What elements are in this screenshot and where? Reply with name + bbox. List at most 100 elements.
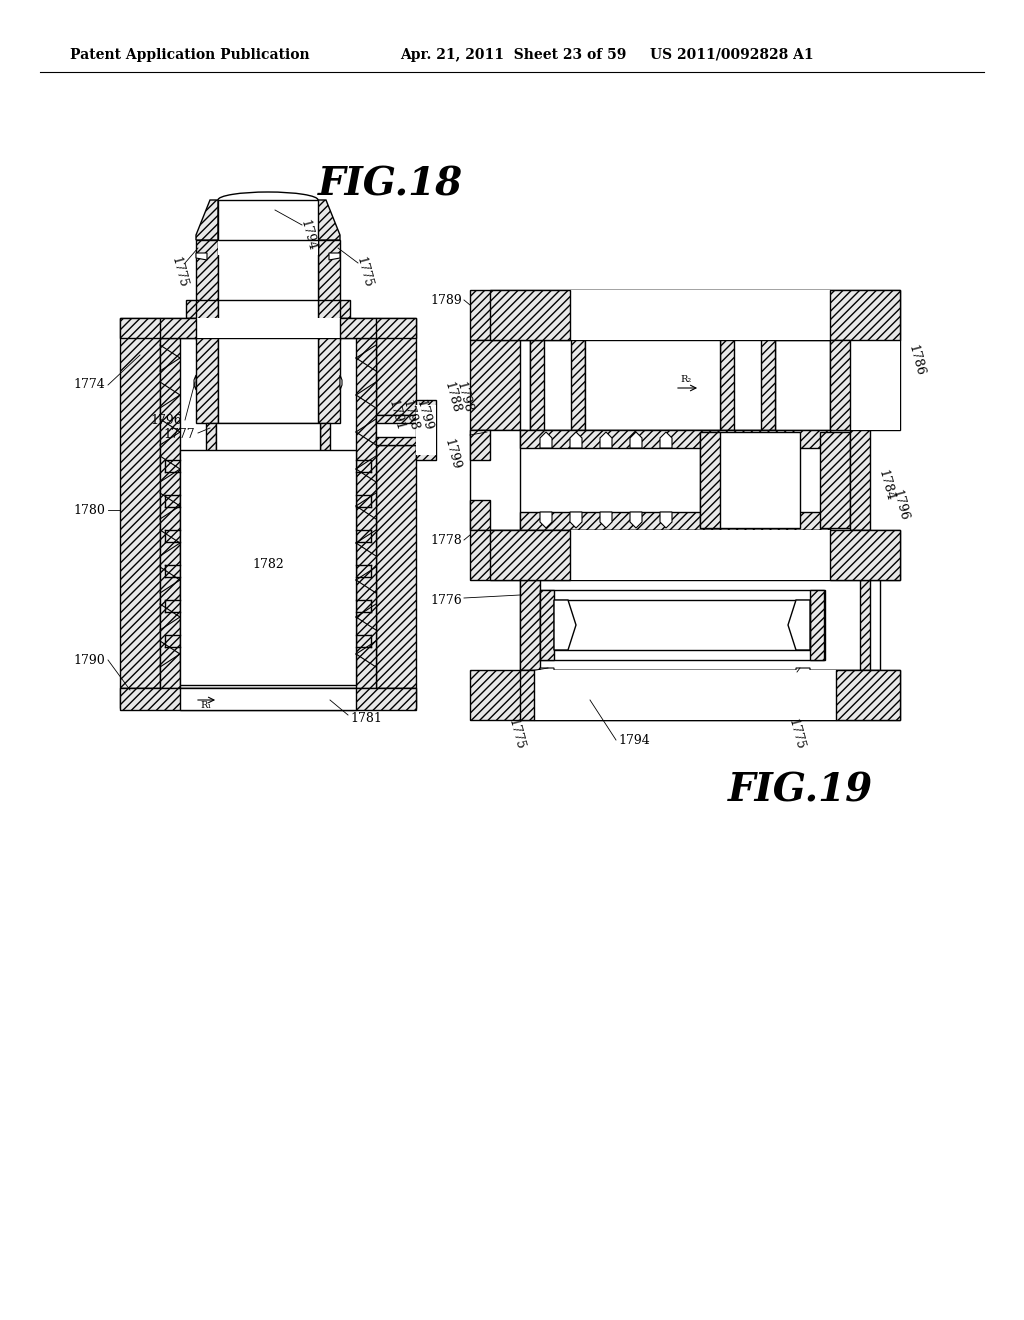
Text: 1774: 1774	[74, 379, 105, 392]
Text: FIG.19: FIG.19	[727, 771, 872, 809]
Polygon shape	[540, 668, 554, 680]
Bar	[338, 300, 350, 318]
Bar	[540, 590, 825, 660]
Bar	[318, 338, 340, 422]
Bar	[850, 430, 870, 531]
Bar	[490, 290, 570, 341]
Bar	[470, 500, 490, 531]
Text: 1775: 1775	[169, 255, 189, 289]
Bar	[570, 290, 830, 341]
Bar	[470, 430, 490, 459]
Text: 1782: 1782	[252, 558, 284, 572]
Bar	[810, 590, 824, 660]
Bar	[470, 671, 900, 719]
Bar	[830, 531, 900, 579]
Bar	[180, 450, 356, 685]
Text: 1777: 1777	[164, 429, 195, 441]
Bar	[720, 341, 775, 430]
Bar	[860, 579, 870, 671]
Text: 1784: 1784	[876, 469, 897, 503]
Text: 1775: 1775	[785, 718, 806, 751]
Text: 1798: 1798	[454, 380, 474, 414]
Bar	[520, 579, 540, 671]
Polygon shape	[660, 432, 672, 447]
Bar	[570, 531, 830, 579]
Text: 1781: 1781	[350, 711, 382, 725]
Polygon shape	[554, 601, 575, 649]
Bar	[520, 430, 830, 531]
Polygon shape	[796, 668, 810, 680]
Text: 1789: 1789	[430, 293, 462, 306]
Polygon shape	[196, 253, 207, 260]
Polygon shape	[660, 512, 672, 528]
Bar	[376, 414, 431, 445]
Bar	[180, 688, 356, 710]
Bar	[700, 432, 720, 528]
Bar	[318, 300, 340, 341]
Polygon shape	[600, 432, 612, 447]
Bar	[470, 341, 520, 430]
Polygon shape	[570, 432, 582, 447]
Bar	[490, 531, 880, 579]
Bar	[196, 338, 218, 422]
Polygon shape	[630, 512, 642, 528]
Text: R₁: R₁	[201, 701, 212, 710]
Text: R₂: R₂	[680, 375, 691, 384]
Polygon shape	[540, 512, 552, 528]
Bar	[416, 405, 436, 455]
Polygon shape	[194, 375, 196, 389]
Bar	[186, 300, 198, 318]
Text: Patent Application Publication: Patent Application Publication	[70, 48, 309, 62]
Text: 1794: 1794	[618, 734, 650, 747]
Polygon shape	[318, 201, 340, 240]
Bar	[830, 341, 900, 430]
Text: 1776: 1776	[430, 594, 462, 606]
Bar	[554, 601, 810, 649]
Bar	[520, 671, 534, 719]
Text: 1775: 1775	[353, 255, 375, 289]
Text: 1775: 1775	[506, 718, 526, 751]
Polygon shape	[196, 201, 218, 240]
Bar	[120, 688, 416, 710]
Bar	[830, 341, 900, 430]
Bar	[571, 341, 585, 430]
Bar	[206, 422, 216, 668]
Bar	[585, 341, 720, 430]
Bar	[490, 290, 885, 341]
Bar	[196, 240, 218, 335]
Text: 1796: 1796	[890, 488, 910, 523]
Bar	[534, 671, 836, 719]
Bar	[820, 432, 850, 528]
Bar	[830, 290, 900, 341]
Polygon shape	[788, 601, 810, 649]
Bar	[218, 240, 318, 335]
Bar	[520, 430, 830, 447]
Text: 1799: 1799	[441, 438, 462, 471]
Text: 1799: 1799	[414, 399, 434, 432]
Polygon shape	[600, 512, 612, 528]
Polygon shape	[570, 512, 582, 528]
Bar	[830, 341, 850, 430]
Polygon shape	[630, 432, 642, 447]
Polygon shape	[340, 375, 342, 389]
Bar	[216, 422, 319, 668]
Bar	[416, 414, 436, 445]
Bar	[340, 318, 376, 338]
Polygon shape	[540, 432, 552, 447]
Bar	[720, 341, 734, 430]
Bar	[376, 318, 416, 688]
Text: 1780: 1780	[73, 503, 105, 516]
Bar	[196, 300, 218, 341]
Bar	[356, 338, 376, 688]
Text: 1798: 1798	[399, 399, 421, 433]
Bar	[836, 671, 900, 719]
Text: US 2011/0092828 A1: US 2011/0092828 A1	[650, 48, 814, 62]
Bar	[520, 671, 880, 719]
Bar	[218, 240, 318, 255]
Text: 1778: 1778	[430, 533, 462, 546]
Bar	[120, 318, 160, 688]
Bar	[160, 318, 196, 338]
Bar	[416, 400, 436, 459]
Polygon shape	[329, 253, 340, 260]
Bar	[520, 579, 880, 671]
